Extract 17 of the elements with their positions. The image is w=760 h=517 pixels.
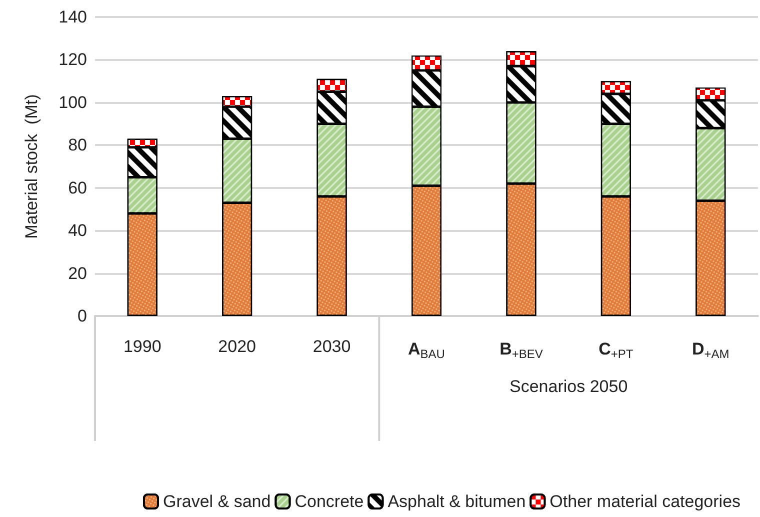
y-tick-label: 40 bbox=[68, 221, 87, 240]
y-tick-label: 20 bbox=[68, 264, 87, 283]
x-tick-label: 2030 bbox=[312, 337, 351, 356]
y-tick-label: 60 bbox=[68, 178, 87, 198]
text: Scenarios 2050 bbox=[510, 377, 628, 396]
legend-label: Asphalt & bitumen bbox=[388, 492, 526, 511]
y-tick-label: 100 bbox=[58, 92, 87, 112]
y-tick-label: 80 bbox=[68, 136, 87, 155]
y-tick-label: 120 bbox=[58, 50, 87, 70]
y-tick-label: 140 bbox=[58, 8, 87, 26]
x-tick-label: 2020 bbox=[218, 337, 256, 356]
legend-label: Concrete bbox=[294, 492, 364, 511]
y-tick-label: 0 bbox=[78, 306, 87, 326]
legend-label: Gravel & sand bbox=[163, 492, 271, 511]
legend-label: Other material categories bbox=[550, 492, 741, 511]
y-axis-title: Material stock (Mt) bbox=[22, 94, 41, 239]
x-tick-label: 1990 bbox=[123, 337, 162, 356]
